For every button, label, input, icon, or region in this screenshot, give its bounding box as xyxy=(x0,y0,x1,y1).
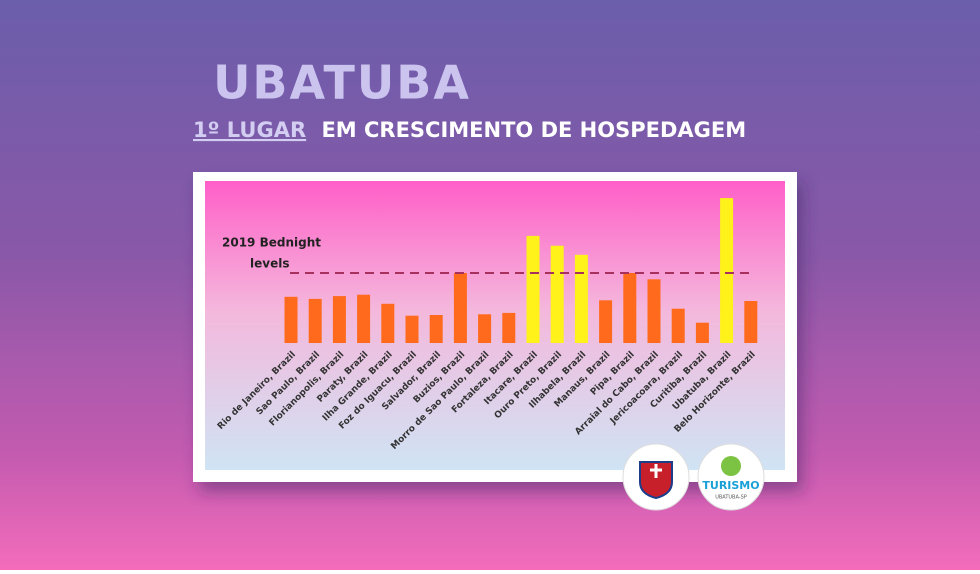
bar xyxy=(623,273,637,343)
bar xyxy=(284,296,298,343)
bar xyxy=(744,301,758,343)
annotation: levels xyxy=(250,257,289,271)
bar xyxy=(574,254,588,343)
bar xyxy=(599,300,613,343)
annotation: 2019 Bednight xyxy=(222,236,321,250)
bar xyxy=(502,312,516,343)
bar xyxy=(695,322,709,343)
plot-background xyxy=(205,181,785,470)
bar xyxy=(429,315,443,343)
title: UBATUBA xyxy=(213,56,471,110)
bar xyxy=(381,303,395,343)
bar xyxy=(671,308,685,343)
bar xyxy=(453,273,467,343)
bar xyxy=(647,279,661,343)
city-crest xyxy=(639,461,673,500)
bar xyxy=(478,314,492,343)
subtitle-text: EM CRESCIMENTO DE HOSPEDAGEM xyxy=(321,118,746,142)
bar xyxy=(550,245,564,343)
bar xyxy=(720,198,734,343)
crest-cross xyxy=(650,464,662,478)
tourism-emblem xyxy=(721,456,741,476)
tourism-sub: UBATUBA-SP xyxy=(715,495,747,501)
tourism-word: TURISMO xyxy=(702,479,759,492)
bar xyxy=(332,296,346,343)
bar xyxy=(526,235,540,343)
bar xyxy=(357,294,371,343)
subtitle-highlight: 1º LUGAR xyxy=(193,118,306,142)
bar xyxy=(308,298,322,343)
bar xyxy=(405,315,419,343)
tourism-logo xyxy=(697,443,765,511)
subtitle: 1º LUGAR EM CRESCIMENTO DE HOSPEDAGEM xyxy=(193,118,746,142)
